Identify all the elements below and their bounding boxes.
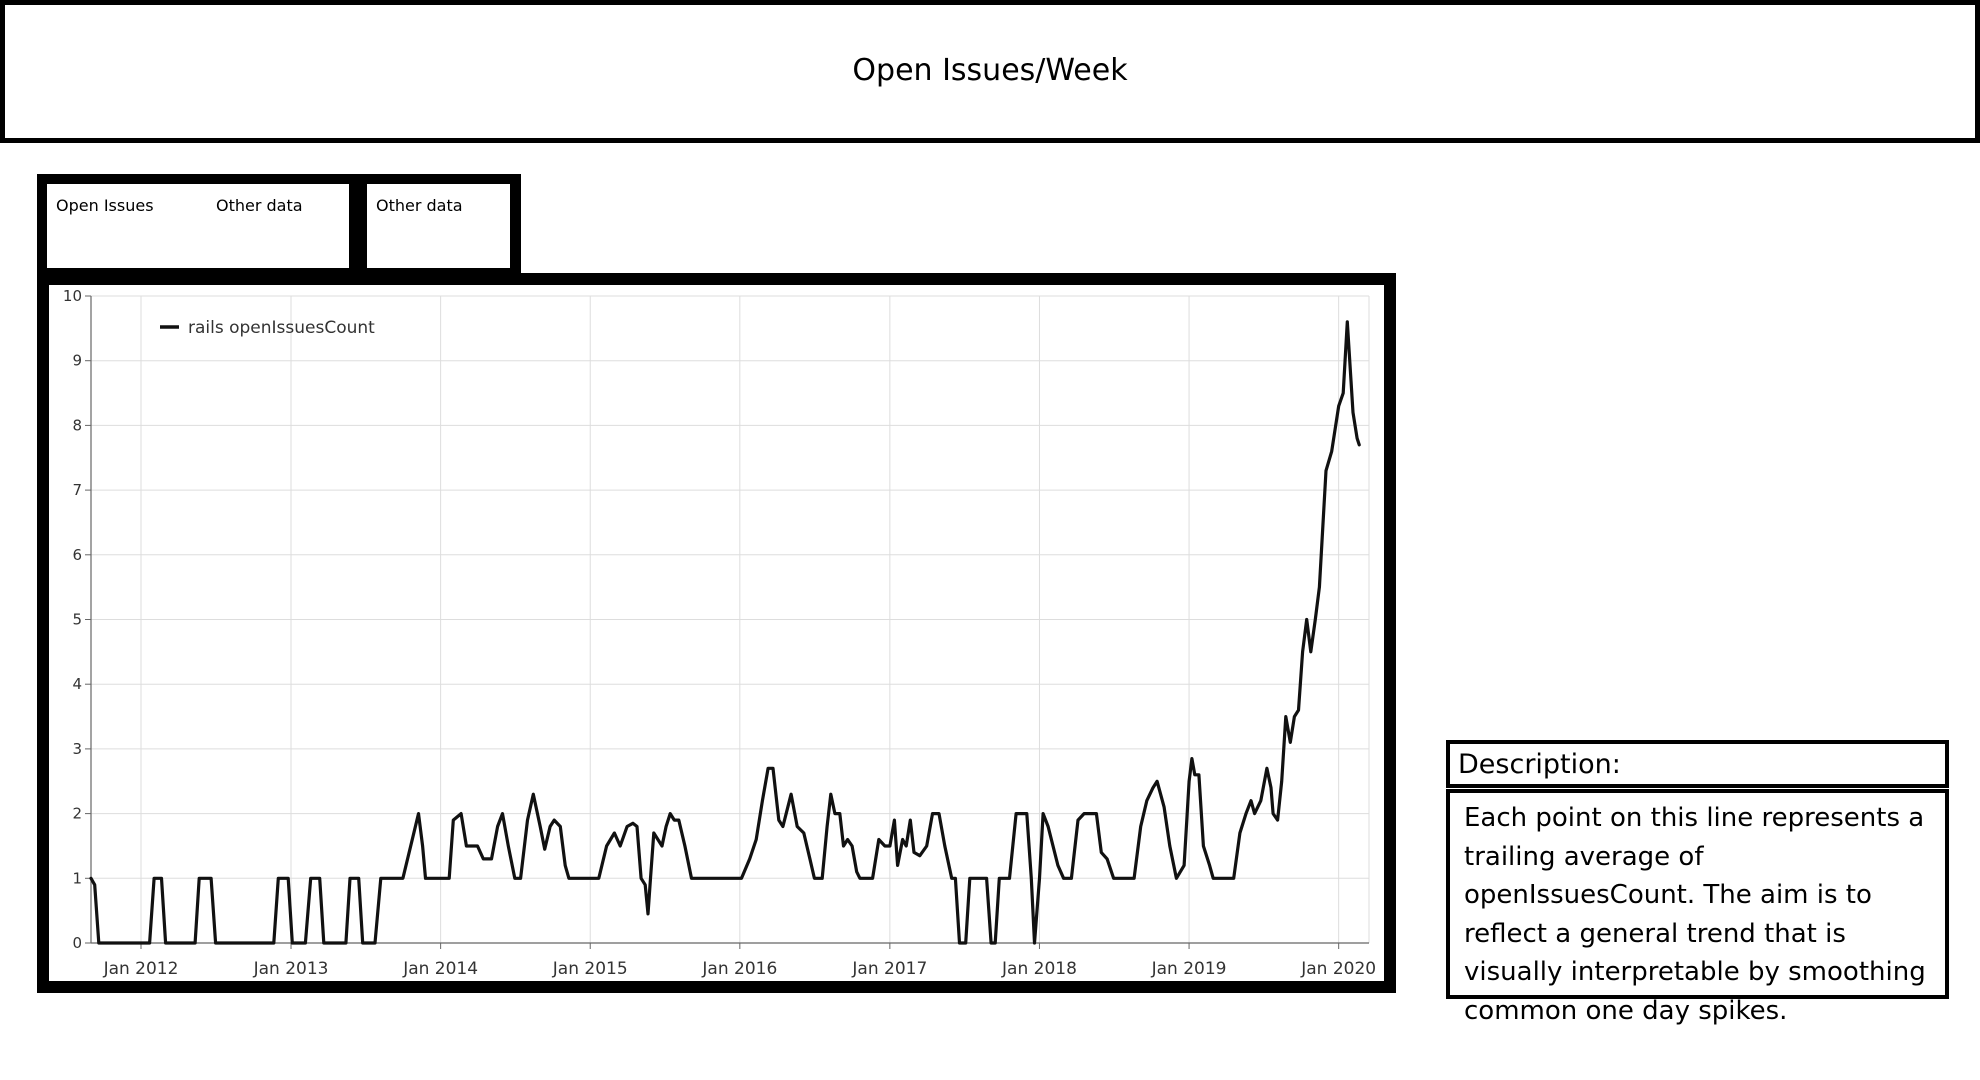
page-header: Open Issues/Week [0,0,1980,143]
tab-open-issues[interactable]: Open Issues [47,184,225,268]
y-tick-label: 7 [72,481,82,499]
description-title: Description: [1458,749,1621,780]
tab-other-data-2[interactable]: Other data [367,184,510,268]
tab-other-data-1[interactable]: Other data [207,184,349,268]
description-text: Each point on this line represents a tra… [1464,803,1926,1026]
tab-label: Open Issues [56,196,154,215]
y-tick-label: 2 [72,805,82,823]
description-panel: Each point on this line represents a tra… [1446,789,1949,1026]
tab-label: Other data [376,196,463,215]
y-tick-label: 1 [72,869,82,887]
x-tick-label: Jan 2020 [1300,959,1376,979]
x-tick-label: Jan 2013 [253,959,329,979]
x-tick-label: Jan 2018 [1001,959,1077,979]
y-tick-label: 5 [72,611,82,629]
y-tick-label: 10 [63,287,82,305]
chart-area: 0 1 2 3 4 5 6 7 8 9 10 Jan 2012 Jan 2013 Jan 2014 Jan … [49,285,1384,981]
x-tick-label: Jan 2017 [851,959,927,979]
y-tick-label: 6 [72,546,82,564]
page-title: Open Issues/Week [852,53,1128,88]
x-tick-label: Jan 2019 [1151,959,1227,979]
chart-panel: 0 1 2 3 4 5 6 7 8 9 10 Jan 2012 Jan 2013 Jan 2014 Jan … [37,273,1396,993]
tab-bar: Open Issues Other data Other data [37,174,521,284]
y-tick-label: 9 [72,352,82,370]
x-tick-label: Jan 2016 [701,959,777,979]
y-tick-label: 3 [72,740,82,758]
legend-label: rails openIssuesCount [188,318,375,338]
y-tick-label: 4 [72,675,82,693]
y-tick-label: 0 [72,934,82,952]
tab-label: Other data [216,196,303,215]
series-line-rails-openIssuesCount [89,320,1361,945]
x-tick-label: Jan 2015 [552,959,628,979]
line-chart: 0 1 2 3 4 5 6 7 8 9 10 Jan 2012 Jan 2013 Jan 2014 Jan … [63,287,1376,979]
x-tick-label: Jan 2014 [402,959,478,979]
y-tick-label: 8 [72,416,82,434]
description-header: Description: [1446,740,1949,788]
x-tick-label: Jan 2012 [103,959,179,979]
